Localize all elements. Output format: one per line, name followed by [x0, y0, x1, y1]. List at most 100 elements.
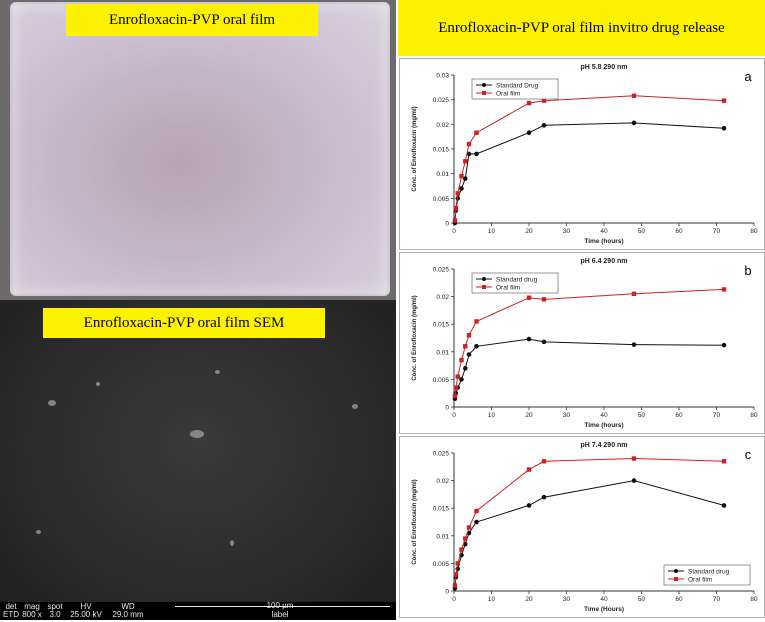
- x-tick-label: 40: [600, 412, 608, 419]
- y-tick-label: 0.025: [433, 267, 450, 274]
- data-point-oral-film: [466, 525, 472, 530]
- release-chart-ph64: pH 6.4 290 nm b 0 0.005 0.01 0.015 0.02 0.025 0 1…: [399, 252, 765, 434]
- y-tick-label: 0.02: [436, 294, 449, 301]
- data-point-standard: [721, 503, 727, 508]
- data-point-oral-film: [463, 159, 468, 164]
- sem-title: Enrofloxacin-PVP oral film SEM: [43, 308, 325, 338]
- data-point-oral-film: [453, 572, 459, 577]
- data-point-oral-film: [453, 206, 459, 211]
- legend-label: Oral film: [688, 576, 712, 583]
- sem-image: det ETD mag 800 x spot 3.0 HV 25.00 kV WD 29.…: [0, 300, 396, 620]
- data-point-oral-film: [631, 93, 637, 98]
- y-tick-label: 0.015: [433, 147, 450, 154]
- data-point-oral-film: [452, 393, 458, 399]
- y-tick-label: 0.01: [436, 171, 449, 178]
- data-point-oral-film: [721, 98, 727, 103]
- x-tick-label: 0: [452, 228, 456, 235]
- x-tick-label: 0: [452, 412, 456, 419]
- release-chart-ph58: pH 5.8 290 nm a 0 0.005 0.01 0.015 0.02 0.025 0.…: [399, 58, 765, 250]
- data-point-oral-film: [541, 459, 547, 464]
- x-tick-label: 70: [713, 412, 721, 419]
- sem-mag-label: mag: [24, 602, 40, 611]
- y-tick-label: 0.015: [433, 322, 450, 329]
- x-tick-label: 50: [638, 412, 646, 419]
- sem-particle: [36, 530, 41, 534]
- y-tick-label: 0: [445, 589, 449, 596]
- panel-letter: b: [744, 263, 751, 278]
- sem-det-label: det: [5, 602, 17, 611]
- x-tick-label: 80: [750, 596, 758, 603]
- x-tick-label: 60: [675, 596, 683, 603]
- data-point-oral-film: [455, 191, 460, 196]
- data-point-standard: [541, 494, 547, 500]
- sem-det-value: ETD: [3, 610, 19, 619]
- x-tick-label: 30: [563, 412, 571, 419]
- film-photo-title: Enrofloxacin-PVP oral film: [66, 4, 318, 36]
- data-point-standard: [541, 339, 547, 345]
- data-point-standard: [721, 342, 727, 348]
- data-point-standard: [526, 503, 532, 508]
- y-tick-label: 0.005: [433, 377, 450, 384]
- data-point-oral-film: [631, 291, 637, 297]
- data-point-oral-film: [526, 467, 532, 472]
- x-tick-label: 70: [713, 228, 721, 235]
- data-point-oral-film: [474, 319, 479, 324]
- legend-label: Standard Drug: [496, 82, 539, 89]
- data-point-oral-film: [453, 385, 459, 390]
- release-chart-ph58-svg: pH 5.8 290 nm a 0 0.005 0.01 0.015 0.02 0.025 0.…: [412, 64, 758, 245]
- sem-particle: [215, 370, 220, 374]
- film-sheet-image: [10, 2, 390, 296]
- data-point-standard: [459, 377, 464, 382]
- data-point-oral-film: [721, 287, 727, 292]
- data-point-oral-film: [541, 98, 547, 103]
- x-tick-label: 20: [525, 596, 533, 603]
- data-point-oral-film: [466, 141, 472, 147]
- data-point-oral-film: [466, 333, 472, 338]
- y-axis-title: Conc. of Enrofloxacin (mg/ml): [412, 106, 418, 191]
- sem-hv-value: 25.00 kV: [70, 610, 102, 619]
- x-tick-label: 0: [452, 596, 456, 603]
- data-point-standard: [466, 352, 472, 357]
- data-point-standard: [526, 130, 532, 136]
- y-tick-label: 0.03: [436, 73, 449, 80]
- data-point-standard: [474, 343, 479, 349]
- sem-spot-label: spot: [47, 602, 63, 611]
- x-tick-label: 20: [525, 412, 533, 419]
- x-tick-label: 50: [638, 596, 646, 603]
- release-chart-ph74-svg: pH 7.4 290 nm c 0 0.005 0.01 0.015 0.02 0.025 0 1…: [412, 442, 758, 613]
- data-point-standard: [721, 125, 727, 131]
- data-point-oral-film: [721, 459, 727, 464]
- sem-particle: [190, 430, 204, 438]
- release-chart-ph64-svg: pH 6.4 290 nm b 0 0.005 0.01 0.015 0.02 0.025 0 1…: [412, 258, 758, 429]
- release-chart-ph74: pH 7.4 290 nm c 0 0.005 0.01 0.015 0.02 0.025 0 1…: [399, 436, 765, 618]
- series-line-oral-film: [454, 95, 725, 221]
- y-tick-label: 0.015: [433, 506, 450, 513]
- data-point-oral-film: [455, 561, 460, 566]
- x-tick-label: 40: [600, 228, 608, 235]
- sem-scale-bar: [175, 606, 390, 607]
- x-tick-label: 10: [488, 596, 496, 603]
- x-tick-label: 80: [750, 228, 758, 235]
- legend-marker: [482, 91, 486, 95]
- sem-spot-value: 3.0: [49, 610, 61, 619]
- y-axis-title: Conc. of Enrofloxacin (mg/ml): [412, 479, 418, 564]
- data-point-standard: [541, 123, 547, 128]
- data-point-oral-film: [459, 357, 464, 363]
- x-tick-label: 70: [713, 596, 721, 603]
- data-point-standard: [462, 176, 468, 181]
- data-point-standard: [631, 342, 637, 347]
- x-tick-label: 30: [563, 228, 571, 235]
- sem-particle: [352, 404, 358, 409]
- legend-label: Oral film: [496, 284, 520, 291]
- data-point-standard: [631, 478, 637, 483]
- sem-particle: [230, 540, 234, 546]
- panel-letter: c: [745, 447, 752, 462]
- data-point-oral-film: [526, 295, 532, 300]
- sem-wd-label: WD: [121, 602, 135, 611]
- legend-marker: [674, 569, 678, 573]
- sem-particle: [48, 400, 56, 406]
- data-point-oral-film: [541, 297, 547, 302]
- y-axis-title: Conc. of Enrofloxacin (mg/ml): [412, 295, 418, 380]
- legend-label: Standard drug: [688, 568, 730, 575]
- x-tick-label: 50: [638, 228, 646, 235]
